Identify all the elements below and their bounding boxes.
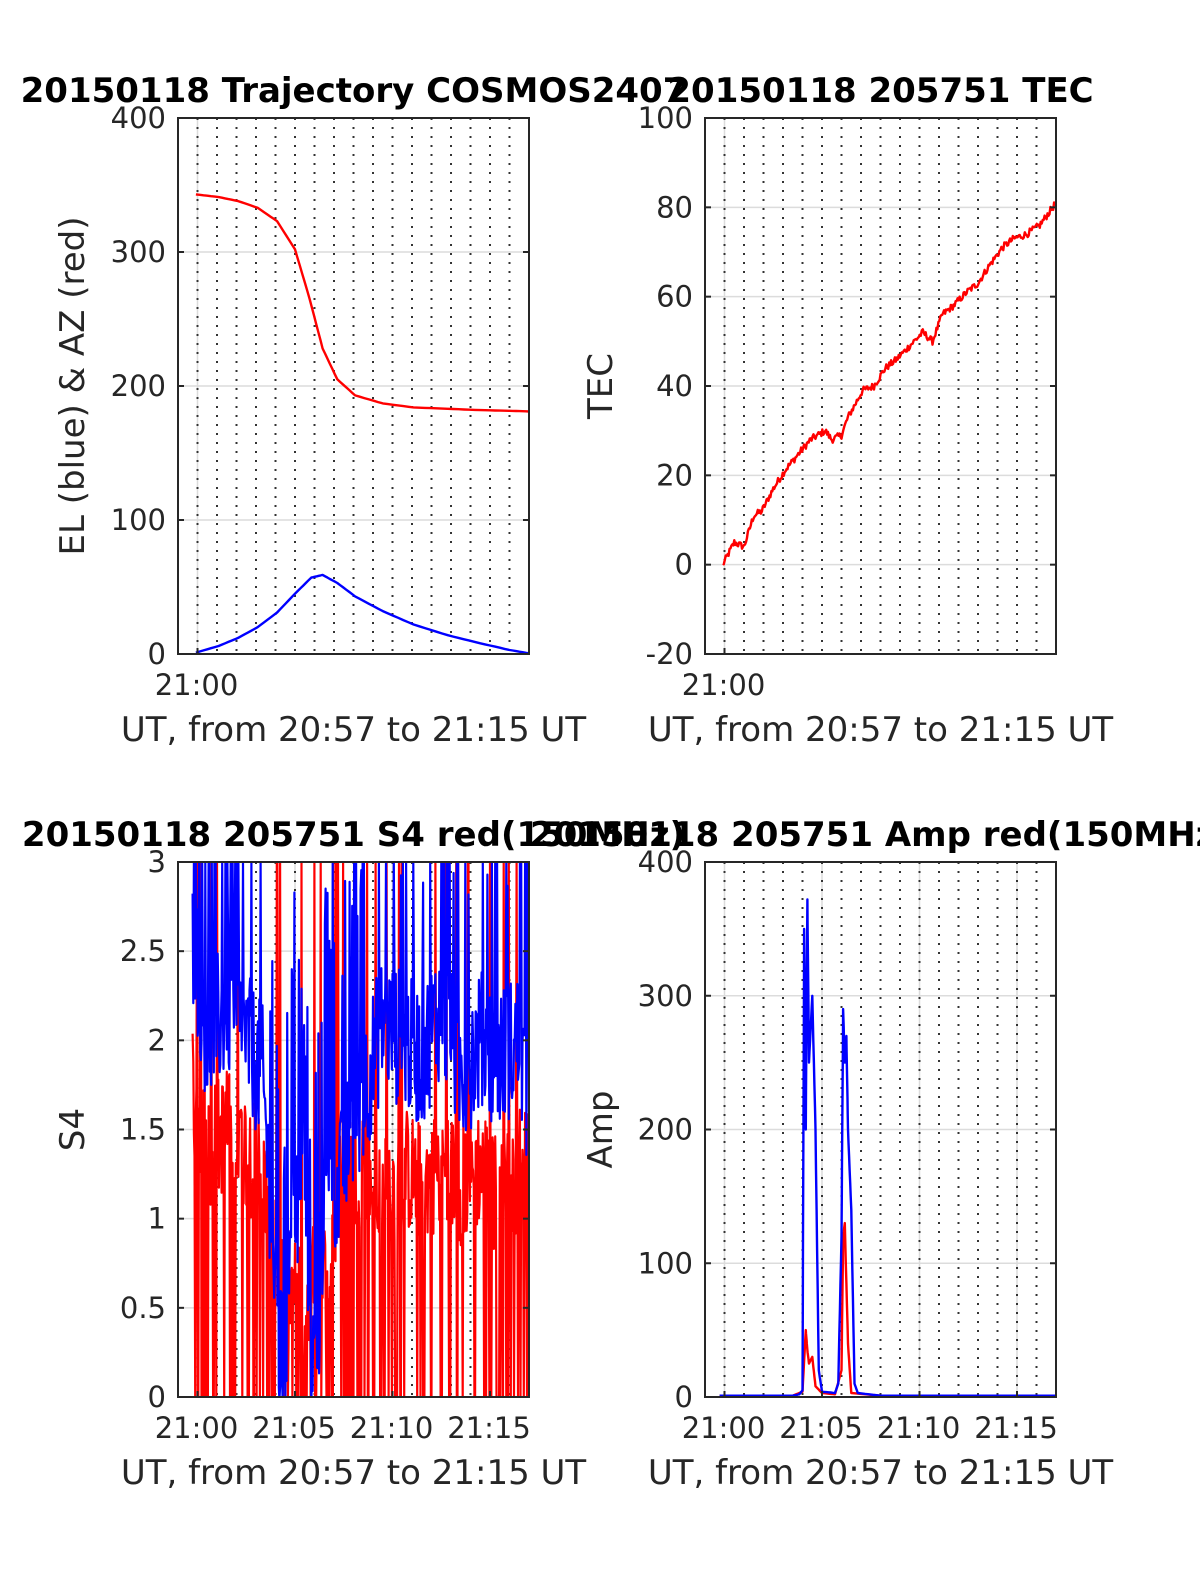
x-tick-label: 21:05: [779, 1411, 863, 1445]
y-axis-label: EL (blue) & AZ (red): [53, 216, 93, 555]
y-tick-label: -20: [646, 637, 693, 671]
series-line-1: [719, 1221, 1056, 1397]
x-axis-label: UT, from 20:57 to 21:15 UT: [121, 1453, 587, 1493]
series-line-2: [719, 898, 1056, 1397]
x-axis-label: UT, from 20:57 to 21:15 UT: [648, 710, 1114, 750]
chart-title: 20150118 205751 TEC: [667, 71, 1093, 111]
y-tick-label: 40: [656, 369, 693, 403]
series-line-1: [195, 193, 529, 413]
y-tick-label: 80: [656, 190, 693, 224]
y-tick-label: 100: [111, 503, 166, 537]
x-tick-label: 21:15: [974, 1411, 1058, 1445]
y-tick-label: 300: [638, 979, 693, 1013]
y-tick-label: 100: [638, 1246, 693, 1280]
series-line-1: [722, 201, 1056, 566]
x-tick-label: 21:15: [447, 1411, 531, 1445]
chart-panel-1: 20150118 Trajectory COSMOS2407 0 100 200 300…: [21, 71, 687, 750]
y-tick-label: 2.5: [120, 934, 166, 968]
y-tick-label: 400: [638, 845, 693, 879]
y-axis-label: S4: [53, 1108, 93, 1151]
y-tick-label: 200: [111, 369, 166, 403]
x-tick-label: 21:00: [155, 668, 239, 702]
y-tick-label: 0: [675, 548, 693, 582]
series-line-2: [191, 862, 529, 1397]
x-axis-label: UT, from 20:57 to 21:15 UT: [121, 710, 587, 750]
chart-title: 20150118 205751 Amp red(150MHz): [530, 815, 1200, 855]
chart-title: 20150118 205751 S4 red(150MHz): [22, 815, 685, 855]
x-axis-label: UT, from 20:57 to 21:15 UT: [648, 1453, 1114, 1493]
y-tick-label: 0: [148, 1380, 166, 1414]
y-tick-label: 100: [638, 101, 693, 135]
y-tick-label: 3: [148, 845, 166, 879]
y-tick-label: 1.5: [120, 1113, 166, 1147]
chart-panel-4: 20150118 205751 Amp red(150MHz) 0 100 200 30…: [530, 815, 1200, 1493]
x-tick-label: 21:00: [682, 1411, 766, 1445]
x-tick-label: 21:10: [350, 1411, 434, 1445]
y-tick-label: 60: [656, 280, 693, 314]
y-tick-label: 0: [675, 1380, 693, 1414]
chart-panel-2: 20150118 205751 TEC -20 0 20 40 60 80 100 21:00 U…: [581, 71, 1113, 750]
y-tick-label: 400: [111, 101, 166, 135]
x-tick-label: 21:00: [155, 1411, 239, 1445]
y-axis-label: Amp: [581, 1091, 621, 1169]
y-tick-label: 0.5: [120, 1291, 166, 1325]
y-tick-label: 200: [638, 1113, 693, 1147]
series-line-1: [191, 862, 529, 1397]
x-tick-label: 21:05: [252, 1411, 336, 1445]
y-axis-label: TEC: [581, 353, 621, 420]
y-tick-label: 300: [111, 235, 166, 269]
x-tick-label: 21:00: [682, 668, 766, 702]
x-tick-label: 21:10: [877, 1411, 961, 1445]
series-line-2: [195, 573, 529, 654]
y-tick-label: 20: [656, 458, 693, 492]
chart-title: 20150118 Trajectory COSMOS2407: [21, 71, 687, 111]
y-tick-label: 0: [148, 637, 166, 671]
chart-panel-3: 20150118 205751 S4 red(150MHz) 0 0.5 1 1.5 2 2…: [22, 815, 685, 1493]
y-tick-label: 2: [148, 1023, 166, 1057]
y-tick-label: 1: [148, 1202, 166, 1236]
